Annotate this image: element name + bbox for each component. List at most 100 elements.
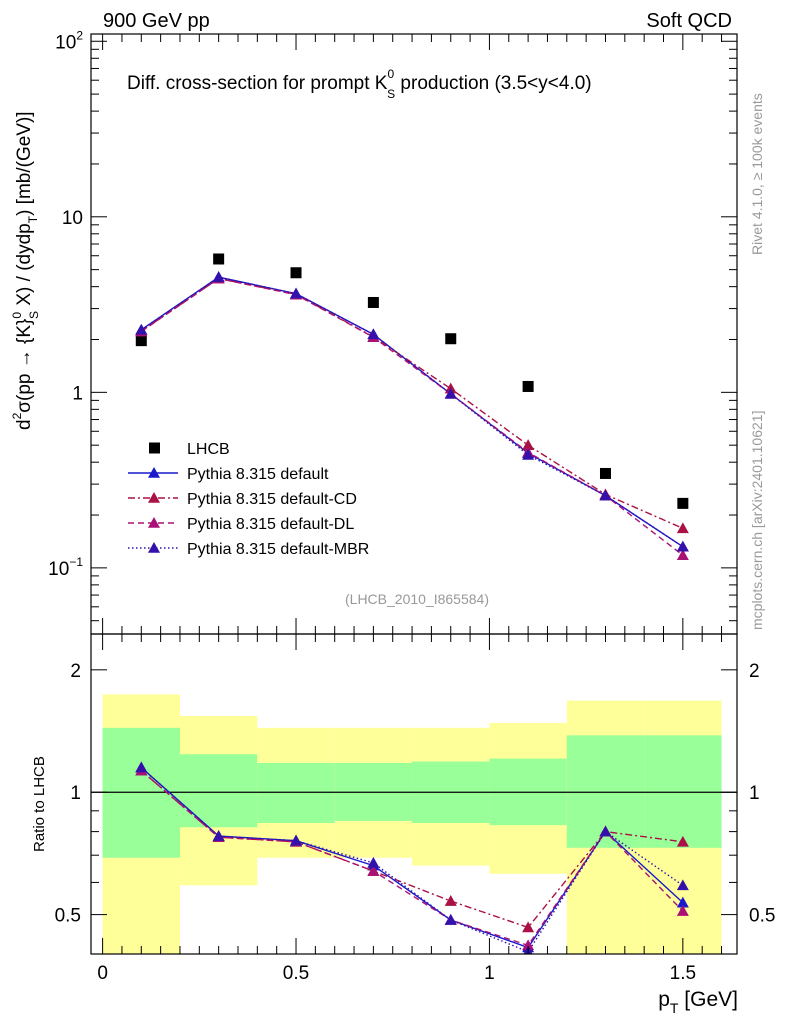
series-marker-mbr bbox=[135, 323, 148, 335]
band-inner bbox=[257, 762, 335, 824]
top-ylabel-rest: σ(pp → {K} bbox=[14, 319, 35, 413]
header-right-label: Soft QCD bbox=[646, 10, 732, 32]
legend-label-dl: Pythia 8.315 default-DL bbox=[187, 516, 354, 533]
series-mbr bbox=[135, 271, 689, 552]
top-ylabel-main: d bbox=[14, 419, 35, 430]
series-line-cd bbox=[140, 277, 684, 529]
top-ylabel-sup2: 2 bbox=[10, 412, 24, 419]
ratio-marker-mbr bbox=[444, 913, 457, 925]
top-ytick-label: 10−1 bbox=[48, 555, 83, 580]
data-point-lhcb bbox=[599, 467, 611, 479]
legend-label-mbr: Pythia 8.315 default-MBR bbox=[187, 541, 369, 558]
chart-title-suffix: production (3.5<y<4.0) bbox=[395, 73, 591, 94]
series-marker-cd bbox=[676, 522, 689, 534]
ratio-xtick-label: 0.5 bbox=[283, 963, 309, 984]
header-left-label: 900 GeV pp bbox=[103, 10, 210, 32]
legend-entry-default: Pythia 8.315 default bbox=[128, 466, 329, 483]
ratio-marker-cd bbox=[676, 835, 689, 847]
band-inner bbox=[179, 754, 258, 828]
top-ytick-base: 10 bbox=[55, 32, 76, 53]
chart-title-prefix: Diff. cross-section for prompt K bbox=[127, 73, 388, 94]
series-marker-mbr bbox=[599, 489, 612, 501]
ratio-ytick-label-left: 0.5 bbox=[55, 906, 81, 927]
series-marker-mbr bbox=[676, 540, 689, 552]
top-ytick-base: 10 bbox=[48, 559, 69, 580]
series-line-mbr bbox=[140, 276, 684, 548]
top-ytick-exp: −1 bbox=[69, 555, 83, 569]
series-line-dl bbox=[140, 277, 684, 556]
legend-marker-default bbox=[148, 467, 160, 478]
ratio-xtick-label: 1.5 bbox=[670, 963, 696, 984]
ratio-ylabel: Ratio to LHCB bbox=[31, 756, 48, 852]
ratio-series-mbr bbox=[135, 761, 689, 954]
ratio-line-cd bbox=[140, 770, 683, 929]
ratio-line-mbr bbox=[140, 767, 684, 953]
legend-marker-data bbox=[149, 442, 160, 454]
series-marker-cd bbox=[522, 439, 535, 450]
series-marker-dl bbox=[676, 549, 689, 561]
rivet-label: Rivet 4.1.0, ≥ 100k events bbox=[749, 93, 765, 255]
ratio-bands bbox=[91, 694, 737, 954]
top-ytick-base: 10 bbox=[62, 208, 83, 229]
ratio-marker-dl bbox=[522, 939, 535, 951]
legend-entry-cd: Pythia 8.315 default-CD bbox=[128, 491, 357, 508]
legend-entry-data: LHCB bbox=[149, 441, 230, 458]
top-ytick-label: 1 bbox=[72, 383, 83, 404]
band-inner bbox=[644, 735, 722, 848]
data-point-lhcb bbox=[135, 335, 147, 347]
ratio-marker-dl bbox=[367, 865, 380, 876]
top-series-layer bbox=[135, 253, 689, 561]
series-marker-mbr bbox=[522, 448, 535, 460]
legend: LHCB Pythia 8.315 default Pythia 8.315 def… bbox=[128, 441, 369, 558]
ratio-marker-mbr bbox=[212, 830, 225, 841]
chart-title-sub: S bbox=[387, 87, 395, 101]
ratio-ytick-label-right: 1 bbox=[749, 783, 760, 804]
series-marker-mbr bbox=[290, 287, 303, 299]
top-ylabel-subS: S bbox=[27, 311, 41, 319]
data-point-lhcb bbox=[367, 296, 379, 308]
series-marker-mbr bbox=[212, 271, 225, 282]
ratio-xtick-label: 1 bbox=[484, 963, 495, 984]
ratio-marker-mbr bbox=[676, 879, 689, 891]
ratio-xtick-label: 0 bbox=[97, 963, 108, 984]
ratio-axes: 0.5 0.5 1 1 2 2 0 0.5 1 1.5 bbox=[55, 633, 775, 984]
legend-label-data: LHCB bbox=[187, 441, 230, 458]
ratio-xlabel: pT [GeV] bbox=[658, 988, 738, 1016]
data-point-lhcb bbox=[290, 267, 302, 279]
top-ylabel: d2σ(pp → {K}0 S X) / (dydpT) [mb/(GeV)] bbox=[10, 111, 41, 430]
legend-marker-dl bbox=[148, 517, 160, 528]
ratio-ytick-label-left: 1 bbox=[70, 783, 81, 804]
data-point-lhcb bbox=[677, 497, 689, 509]
top-ytick-base: 1 bbox=[72, 383, 83, 404]
top-ytick-label: 10 bbox=[62, 208, 83, 229]
legend-label-default: Pythia 8.315 default bbox=[187, 466, 329, 483]
legend-entry-mbr: Pythia 8.315 default-MBR bbox=[128, 541, 369, 558]
ratio-xlabel-main: p bbox=[658, 988, 670, 1011]
chart-title-sup: 0 bbox=[387, 67, 394, 81]
legend-marker-mbr bbox=[148, 542, 160, 553]
mcplots-label: mcplots.cern.ch [arXiv:2401.10621] bbox=[749, 411, 765, 630]
ratio-marker-mbr bbox=[135, 761, 148, 773]
data-point-lhcb bbox=[213, 253, 225, 265]
ratio-line-dl bbox=[140, 770, 684, 947]
ratio-series-layer bbox=[135, 761, 689, 954]
data-point-lhcb bbox=[522, 380, 534, 392]
analysis-watermark: (LHCB_2010_I865584) bbox=[345, 591, 489, 607]
ratio-marker-mbr bbox=[599, 825, 612, 837]
ratio-xlabel-sub: T bbox=[670, 1000, 679, 1016]
ratio-marker-cd bbox=[522, 921, 535, 933]
top-ytick-label: 102 bbox=[55, 28, 83, 53]
legend-entry-dl: Pythia 8.315 default-DL bbox=[128, 516, 354, 533]
ratio-ytick-label-right: 2 bbox=[749, 661, 760, 682]
legend-marker-cd bbox=[148, 492, 160, 503]
top-ylabel-rest2: X) / (dydp bbox=[14, 223, 35, 311]
legend-label-cd: Pythia 8.315 default-CD bbox=[187, 491, 357, 508]
top-ylabel-rest3: ) [mb/(GeV)] bbox=[14, 111, 35, 216]
series-default bbox=[135, 271, 689, 552]
ratio-frame bbox=[90, 633, 738, 955]
top-ylabel-sup0: 0 bbox=[10, 312, 24, 319]
ratio-marker-mbr bbox=[367, 856, 380, 868]
ratio-marker-default bbox=[676, 896, 689, 908]
